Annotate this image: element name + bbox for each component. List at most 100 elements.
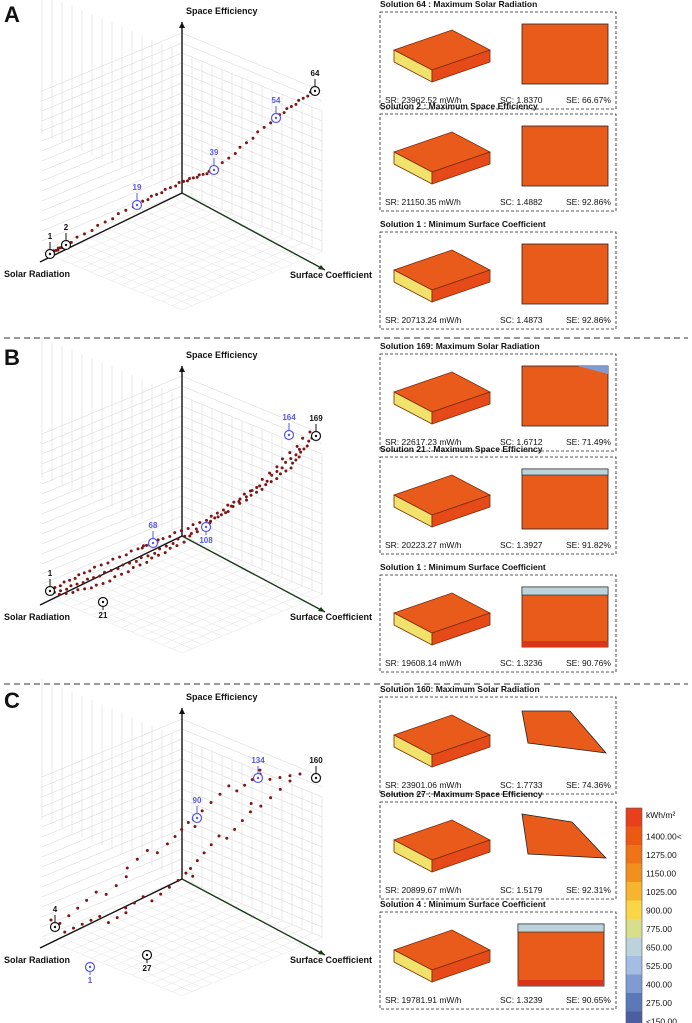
- solution-id-label: 1: [48, 232, 53, 241]
- building-plan: [521, 468, 609, 530]
- data-point: [82, 571, 86, 575]
- data-point: [134, 559, 138, 563]
- solution-se: SE: 92.31%: [566, 885, 611, 895]
- data-point: [120, 572, 124, 576]
- axis-solar-radiation: [39, 192, 183, 263]
- data-point: [145, 848, 149, 852]
- marker-dot: [287, 433, 291, 437]
- grid-line: [41, 798, 183, 858]
- data-point: [225, 836, 229, 840]
- grid-line: [41, 878, 183, 938]
- data-point: [195, 530, 199, 534]
- data-point: [189, 532, 193, 536]
- solution-marker-2: 2: [60, 223, 72, 251]
- data-point: [235, 789, 239, 793]
- data-point: [163, 551, 167, 555]
- solution-card: Solution 4 : Minimum Surface Coefficient…: [379, 899, 617, 1010]
- grid-line: [181, 788, 323, 848]
- data-point: [193, 825, 197, 829]
- solution-se: SE: 92.86%: [566, 197, 611, 207]
- data-point: [249, 802, 253, 806]
- data-point: [264, 483, 268, 487]
- grid-line: [181, 778, 323, 838]
- axis-surface-coefficient: [181, 878, 326, 956]
- plan-shade: [521, 468, 609, 476]
- plan-shade: [517, 923, 605, 933]
- data-point: [171, 541, 175, 545]
- solution-marker-54: 54: [270, 96, 282, 124]
- marker-dot: [256, 776, 260, 780]
- legend-swatch: [626, 974, 642, 993]
- data-point: [188, 534, 192, 538]
- grid-line: [181, 132, 323, 192]
- grid-line: [181, 395, 323, 455]
- legend-swatch: [626, 826, 642, 845]
- data-point: [259, 804, 263, 808]
- grid-line: [161, 243, 303, 302]
- grid-line: [61, 243, 203, 302]
- legend-label: 650.00: [646, 943, 672, 953]
- grid-line: [181, 525, 323, 585]
- data-point: [168, 546, 172, 550]
- data-point: [71, 926, 75, 930]
- data-point: [108, 579, 112, 583]
- solution-marker-19: 19: [131, 183, 143, 211]
- data-point: [278, 472, 282, 476]
- data-point: [173, 531, 177, 535]
- grid-line: [101, 569, 243, 628]
- legend-label: 775.00: [646, 924, 672, 934]
- grid-line: [41, 72, 183, 132]
- data-point: [160, 191, 164, 195]
- grid-line: [41, 594, 183, 654]
- data-point: [289, 466, 293, 470]
- data-point: [68, 578, 72, 582]
- grid-line: [181, 455, 323, 515]
- grid-line: [41, 62, 183, 122]
- data-point: [195, 175, 199, 179]
- data-point: [306, 94, 310, 98]
- data-point: [155, 851, 159, 855]
- grid-line: [41, 82, 183, 142]
- grid-line: [101, 226, 243, 285]
- building-plan: [517, 923, 605, 987]
- solution-marker-169: 169: [309, 414, 323, 442]
- data-point: [167, 885, 171, 889]
- grid-line: [41, 32, 183, 92]
- data-point: [103, 570, 107, 574]
- data-point: [205, 172, 209, 176]
- grid-line: [181, 475, 323, 535]
- data-point: [111, 217, 115, 221]
- grid-line: [41, 535, 183, 595]
- data-point: [69, 584, 73, 588]
- data-point: [57, 592, 61, 596]
- data-point: [164, 544, 168, 548]
- grid-line: [41, 395, 183, 455]
- grid-line: [41, 42, 183, 102]
- grid-line: [151, 924, 293, 984]
- marker-dot: [64, 243, 68, 247]
- legend-swatch: [626, 808, 642, 827]
- solution-marker-1: 1: [44, 569, 56, 597]
- data-point: [220, 161, 224, 165]
- axis-label-x: Solar Radiation: [4, 612, 70, 622]
- data-point: [288, 774, 292, 778]
- solution-title: Solution 1 : Minimum Surface Coefficient: [380, 562, 546, 572]
- grid-line: [181, 162, 323, 222]
- data-point: [301, 436, 305, 440]
- building-wall: [431, 734, 491, 768]
- solution-marker-68: 68: [147, 521, 159, 549]
- solution-sc: SC: 1.8370: [500, 95, 543, 105]
- grid-line: [111, 565, 253, 624]
- grid-line: [41, 748, 183, 808]
- data-point: [305, 444, 309, 448]
- grid-line: [41, 828, 183, 888]
- data-point: [161, 537, 165, 541]
- data-point: [284, 469, 288, 473]
- grid-line: [181, 122, 323, 182]
- data-point: [218, 792, 222, 796]
- grid-line: [41, 152, 183, 212]
- data-point: [59, 589, 63, 593]
- solution-id-label: 164: [282, 413, 296, 422]
- data-point: [209, 801, 213, 805]
- data-point: [185, 179, 189, 183]
